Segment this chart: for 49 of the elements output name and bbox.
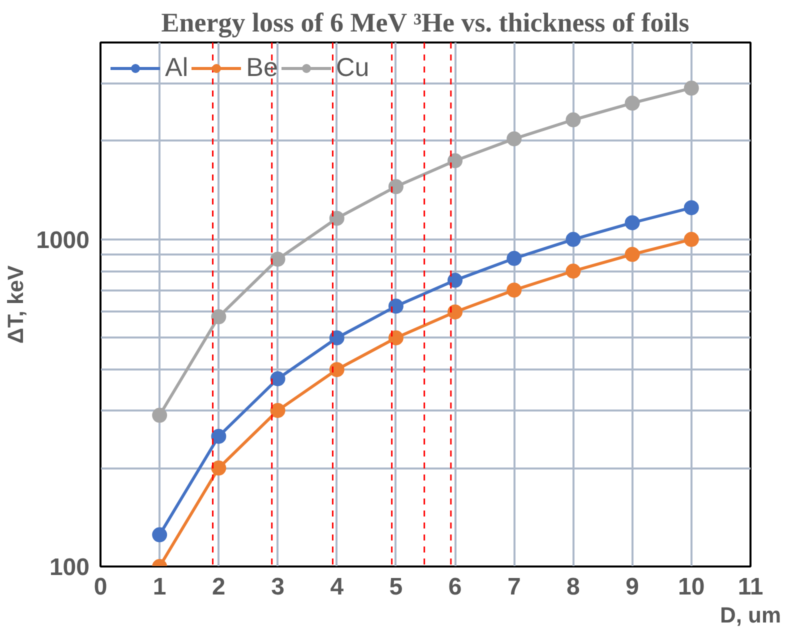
x-tick-label: 11 — [738, 574, 764, 600]
point — [624, 96, 640, 111]
point — [270, 402, 286, 418]
point — [329, 210, 344, 226]
y-tick-label: 100 — [49, 554, 90, 581]
point — [388, 330, 404, 346]
point — [684, 200, 699, 216]
y-tick-label: 1000 — [36, 226, 90, 254]
point — [329, 362, 344, 378]
point — [448, 153, 463, 168]
point — [152, 408, 168, 423]
point — [684, 232, 699, 247]
point — [211, 460, 226, 476]
x-tick-label: 2 — [212, 574, 226, 600]
point — [624, 246, 640, 262]
x-tick-label: 0 — [94, 574, 108, 600]
point — [448, 304, 463, 320]
x-tick-label: 10 — [678, 574, 705, 600]
legend-label: Cu — [336, 52, 370, 83]
x-tick-label: 5 — [389, 574, 403, 600]
legend-label: Al — [165, 52, 188, 83]
point — [566, 112, 581, 128]
x-tick-label: 1 — [152, 574, 166, 600]
x-tick-label: 7 — [507, 574, 521, 600]
point — [566, 264, 581, 279]
point — [388, 298, 404, 314]
y-axis-title: ΔT, keV — [3, 265, 28, 344]
x-tick-label: 4 — [330, 574, 344, 600]
point — [211, 309, 226, 324]
point — [506, 131, 522, 146]
point — [270, 252, 286, 267]
point — [152, 527, 168, 542]
point — [684, 80, 699, 96]
point — [270, 371, 286, 386]
chart-title: Energy loss of 6 MeV ³He vs. thickness of foils — [161, 8, 690, 38]
point — [566, 232, 581, 247]
point — [506, 250, 522, 266]
x-axis-title: D, um — [720, 602, 782, 628]
point — [624, 215, 640, 230]
x-tick-label: 6 — [448, 574, 462, 600]
point — [329, 330, 344, 346]
point — [506, 282, 522, 298]
point — [388, 179, 404, 194]
x-tick-label: 9 — [626, 574, 640, 600]
legend-label: Be — [246, 52, 278, 83]
x-tick-label: 3 — [271, 574, 284, 600]
x-tick-label: 8 — [566, 574, 580, 600]
point — [211, 428, 226, 444]
point — [448, 272, 463, 288]
